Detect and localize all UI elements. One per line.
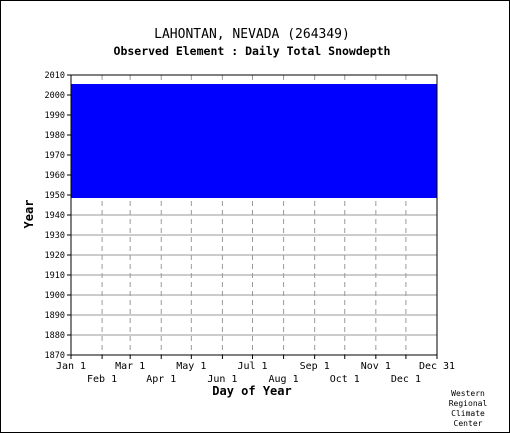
chart-subtitle: Observed Element : Daily Total Snowdepth xyxy=(114,44,391,58)
x-tick-label: May 1 xyxy=(176,361,206,372)
y-tick-label: 1950 xyxy=(45,191,65,201)
y-tick-label: 1880 xyxy=(45,331,65,341)
y-tick-label: 1970 xyxy=(45,151,65,161)
wrcc-credit: Western Regional Climate Center xyxy=(438,389,498,429)
data-coverage-block xyxy=(71,84,437,198)
x-tick-label: Nov 1 xyxy=(361,361,391,372)
y-tick-label: 1920 xyxy=(45,251,65,261)
x-tick-label: Apr 1 xyxy=(146,374,176,385)
credit-line: Center xyxy=(453,419,483,428)
chart-title: LAHONTAN, NEVADA (264349) xyxy=(154,27,350,42)
x-tick-label: Sep 1 xyxy=(300,361,330,372)
x-axis-label: Day of Year xyxy=(212,384,291,398)
plot-area: 1870 1880 1890 1900 1910 1920 1930 1940 1950 1960… xyxy=(45,71,456,385)
y-tick-label: 1990 xyxy=(45,111,65,121)
x-tick-label: Mar 1 xyxy=(115,361,145,372)
x-tick-label: Dec 1 xyxy=(391,374,421,385)
x-tick-label: Jul 1 xyxy=(237,361,267,372)
y-tick-label: 1890 xyxy=(45,311,65,321)
y-tick-label: 2010 xyxy=(45,71,65,81)
x-tick-label: Aug 1 xyxy=(269,374,299,385)
y-tick-label: 2000 xyxy=(45,91,65,101)
x-tick-label: Jan 1 xyxy=(56,361,86,372)
y-tick-label: 1870 xyxy=(45,351,65,361)
x-tick-label: Feb 1 xyxy=(87,374,117,385)
x-tick-label: Oct 1 xyxy=(330,374,360,385)
credit-line: Regional xyxy=(448,399,488,408)
credit-line: Climate xyxy=(451,409,485,418)
x-tick-label: Dec 31 xyxy=(419,361,455,372)
y-tick-label: 1940 xyxy=(45,211,65,221)
y-tick-label: 1930 xyxy=(45,231,65,241)
y-tick-label: 1910 xyxy=(45,271,65,281)
credit-line: Western xyxy=(451,389,485,398)
y-axis-label: Year xyxy=(22,200,36,229)
y-tick-label: 1960 xyxy=(45,171,65,181)
y-tick-label: 1900 xyxy=(45,291,65,301)
y-tick-label: 1980 xyxy=(45,131,65,141)
x-tick-label: Jun 1 xyxy=(207,374,237,385)
